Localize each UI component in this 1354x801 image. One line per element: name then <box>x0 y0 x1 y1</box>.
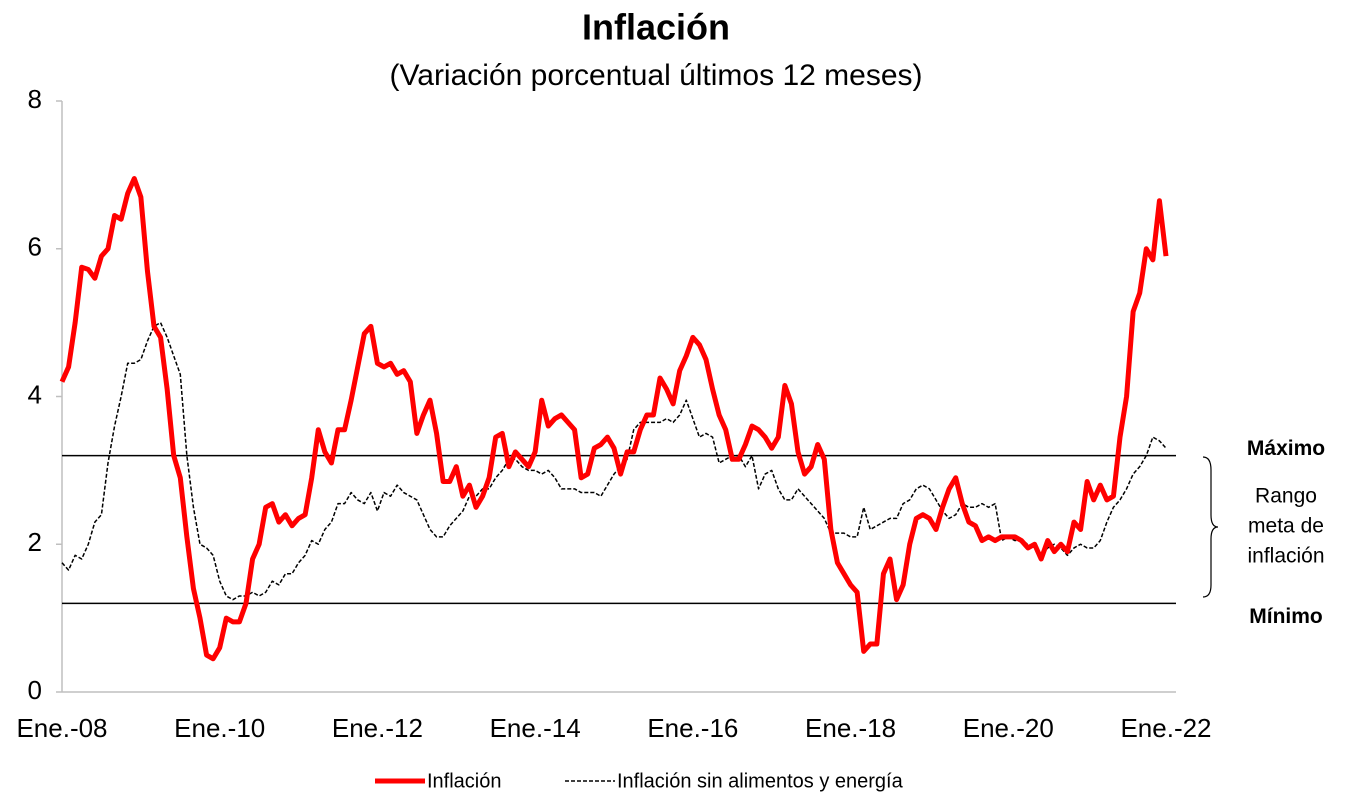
chart-title: Inflación <box>582 7 730 48</box>
y-tick-label: 8 <box>28 84 42 114</box>
legend-label: Inflación sin alimentos y energía <box>617 770 904 792</box>
y-tick-label: 0 <box>28 675 42 705</box>
series-line <box>59 176 1169 662</box>
chart-subtitle: (Variación porcentual últimos 12 meses) <box>389 59 922 92</box>
y-tick-label: 4 <box>28 379 42 409</box>
x-tick-label: Ene.-22 <box>1120 713 1211 743</box>
x-tick-label: Ene.-14 <box>490 713 581 743</box>
range-label: inflación <box>1247 545 1324 568</box>
range-label: Rango <box>1255 485 1317 508</box>
reference-label: Mínimo <box>1249 605 1323 628</box>
x-tick-label: Ene.-12 <box>332 713 423 743</box>
reference-label: Máximo <box>1247 437 1325 460</box>
series-line <box>61 321 1167 601</box>
x-tick-label: Ene.-08 <box>16 713 107 743</box>
range-label: meta de <box>1248 515 1324 538</box>
legend-label: Inflación <box>427 770 502 792</box>
x-tick-label: Ene.-10 <box>174 713 265 743</box>
x-tick-label: Ene.-20 <box>963 713 1054 743</box>
y-tick-label: 6 <box>28 232 42 262</box>
x-tick-label: Ene.-16 <box>647 713 738 743</box>
y-tick-label: 2 <box>28 527 42 557</box>
x-tick-label: Ene.-18 <box>805 713 896 743</box>
range-brace <box>1202 456 1219 598</box>
